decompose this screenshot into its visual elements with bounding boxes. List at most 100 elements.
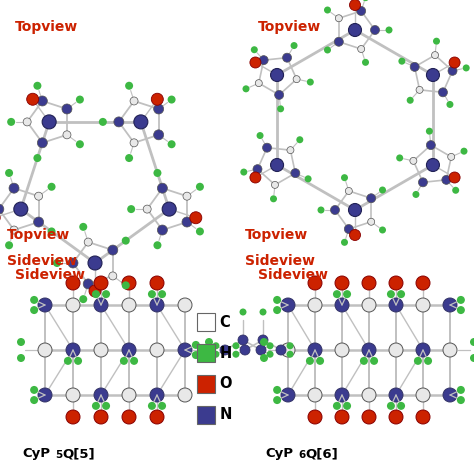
Circle shape	[457, 396, 465, 404]
Circle shape	[452, 187, 459, 194]
Circle shape	[240, 345, 250, 355]
Circle shape	[461, 148, 467, 155]
Circle shape	[196, 228, 204, 236]
Circle shape	[178, 343, 192, 357]
Circle shape	[154, 130, 164, 140]
Circle shape	[387, 290, 395, 298]
Circle shape	[33, 154, 41, 162]
Circle shape	[68, 258, 78, 268]
Text: Topview: Topview	[7, 228, 70, 242]
Circle shape	[108, 245, 118, 255]
Circle shape	[431, 52, 438, 59]
Circle shape	[306, 357, 314, 365]
Circle shape	[66, 388, 80, 402]
Circle shape	[343, 290, 351, 298]
Circle shape	[308, 388, 322, 402]
Circle shape	[17, 338, 25, 346]
Circle shape	[38, 298, 52, 312]
Circle shape	[335, 343, 349, 357]
Circle shape	[274, 91, 283, 100]
Circle shape	[162, 202, 176, 216]
Circle shape	[419, 178, 428, 187]
Circle shape	[102, 402, 110, 410]
Circle shape	[192, 351, 200, 359]
Circle shape	[379, 227, 386, 234]
Text: Sideview: Sideview	[7, 254, 77, 268]
Circle shape	[125, 82, 133, 90]
Circle shape	[238, 335, 248, 345]
Circle shape	[255, 80, 262, 87]
Circle shape	[443, 298, 457, 312]
Circle shape	[125, 154, 133, 162]
Circle shape	[367, 194, 376, 203]
Circle shape	[443, 343, 457, 357]
Circle shape	[232, 351, 239, 358]
Circle shape	[0, 204, 4, 214]
Circle shape	[190, 212, 202, 224]
Circle shape	[256, 345, 266, 355]
Circle shape	[273, 396, 281, 404]
Text: Sideview: Sideview	[15, 268, 85, 282]
Circle shape	[168, 96, 175, 103]
Circle shape	[92, 402, 100, 410]
Circle shape	[94, 298, 108, 312]
Text: H: H	[220, 346, 232, 361]
Text: Topview: Topview	[245, 228, 308, 242]
Circle shape	[74, 357, 82, 365]
Text: CyP: CyP	[22, 447, 50, 460]
Circle shape	[256, 132, 264, 139]
Circle shape	[389, 410, 403, 424]
Circle shape	[14, 202, 28, 216]
Circle shape	[362, 0, 369, 1]
Circle shape	[291, 42, 298, 49]
Circle shape	[335, 15, 342, 22]
Circle shape	[102, 290, 110, 298]
Circle shape	[89, 285, 101, 297]
Circle shape	[427, 158, 439, 172]
Circle shape	[356, 7, 365, 16]
Circle shape	[79, 295, 87, 303]
Circle shape	[346, 188, 352, 194]
Circle shape	[7, 118, 15, 126]
Circle shape	[196, 183, 204, 191]
FancyBboxPatch shape	[197, 313, 215, 331]
Circle shape	[416, 276, 430, 290]
Circle shape	[239, 309, 246, 316]
Circle shape	[53, 259, 61, 267]
Circle shape	[348, 203, 362, 217]
Circle shape	[470, 354, 474, 362]
Circle shape	[151, 93, 164, 105]
Circle shape	[266, 342, 273, 349]
Circle shape	[463, 64, 470, 72]
Circle shape	[416, 410, 430, 424]
Circle shape	[426, 141, 435, 150]
Circle shape	[122, 282, 130, 289]
Circle shape	[273, 296, 281, 304]
Circle shape	[348, 24, 362, 36]
Circle shape	[308, 276, 322, 290]
Circle shape	[205, 354, 213, 362]
Circle shape	[42, 115, 56, 129]
Circle shape	[109, 272, 117, 280]
Circle shape	[397, 290, 405, 298]
Circle shape	[416, 298, 430, 312]
Circle shape	[23, 118, 31, 126]
Circle shape	[316, 357, 324, 365]
Circle shape	[134, 115, 148, 129]
Circle shape	[66, 276, 80, 290]
Circle shape	[343, 402, 351, 410]
Circle shape	[305, 175, 311, 182]
Circle shape	[38, 388, 52, 402]
Circle shape	[122, 388, 136, 402]
Circle shape	[349, 0, 361, 10]
Circle shape	[158, 290, 166, 298]
Text: Topview: Topview	[15, 20, 78, 34]
Circle shape	[250, 57, 261, 68]
Circle shape	[291, 169, 300, 178]
Circle shape	[398, 58, 405, 64]
Circle shape	[154, 169, 162, 177]
Circle shape	[122, 343, 136, 357]
Text: N: N	[220, 407, 232, 422]
Circle shape	[154, 241, 162, 249]
Circle shape	[63, 131, 71, 139]
